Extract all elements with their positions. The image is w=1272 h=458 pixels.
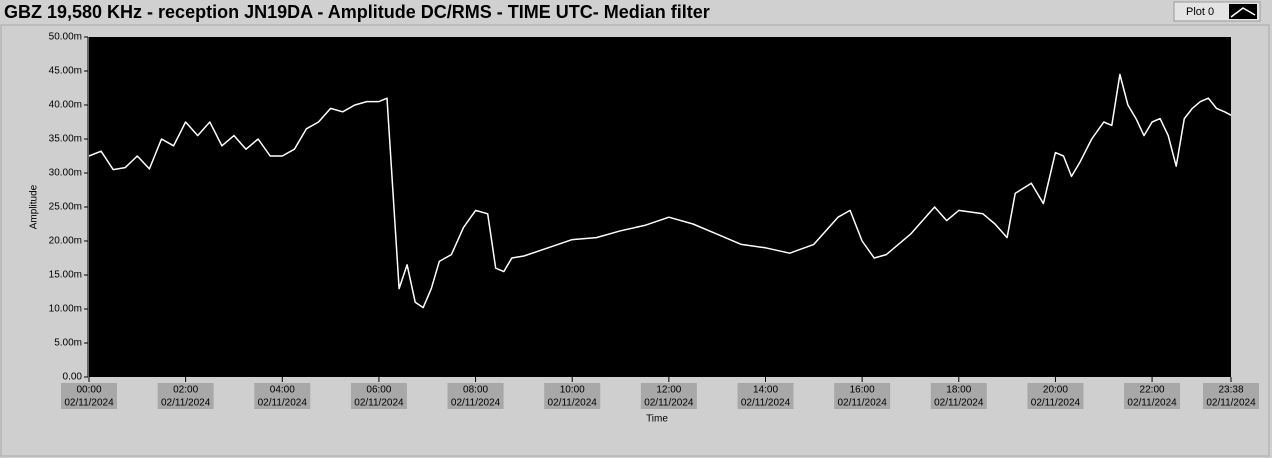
plot-area [89,37,1231,377]
x-tick-label: 08:00 [463,385,488,396]
legend-swatch-bg [1229,4,1257,19]
x-tick-label: 04:00 [270,385,295,396]
x-tick-box [157,383,214,409]
x-tick-box [544,383,601,409]
x-tick-box [834,383,891,409]
x-tick-date: 02/11/2024 [741,398,791,409]
x-tick-label: 14:00 [753,385,778,396]
x-axis-label: Time [646,414,668,425]
x-tick-label: 02:00 [173,385,198,396]
x-tick-box [930,383,987,409]
y-tick-label: 0.00 [63,372,83,383]
y-tick-label: 35.00m [49,134,82,145]
x-tick-label: 22:00 [1140,385,1165,396]
x-tick-box [737,383,794,409]
x-tick-box [1027,383,1084,409]
x-tick-date: 02/11/2024 [161,398,211,409]
x-tick-date: 02/11/2024 [258,398,308,409]
x-tick-label: 18:00 [946,385,971,396]
y-tick-label: 5.00m [54,338,82,349]
x-tick-box [1124,383,1181,409]
x-tick-label: 12:00 [656,385,681,396]
y-tick-label: 40.00m [49,100,82,111]
x-tick-label: 16:00 [850,385,875,396]
x-tick-date: 02/11/2024 [1127,398,1177,409]
x-tick-label: 23:38 [1218,385,1243,396]
x-tick-label: 20:00 [1043,385,1068,396]
x-tick-label: 00:00 [76,385,101,396]
legend-label: Plot 0 [1186,6,1214,18]
x-tick-box [254,383,311,409]
y-tick-label: 30.00m [49,168,82,179]
legend-swatch [1230,7,1256,18]
x-tick-box [350,383,407,409]
x-tick-date: 02/11/2024 [451,398,501,409]
x-tick-label: 06:00 [366,385,391,396]
y-tick-label: 10.00m [49,304,82,315]
x-tick-box [1203,383,1259,409]
x-tick-box [447,383,504,409]
y-tick-label: 20.00m [49,236,82,247]
x-tick-label: 10:00 [560,385,585,396]
x-tick-box [640,383,697,409]
y-tick-label: 50.00m [49,32,82,43]
x-tick-date: 02/11/2024 [837,398,887,409]
y-tick-label: 25.00m [49,202,82,213]
x-tick-date: 02/11/2024 [644,398,694,409]
x-tick-date: 02/11/2024 [354,398,404,409]
x-tick-date: 02/11/2024 [64,398,114,409]
x-tick-date: 02/11/2024 [934,398,984,409]
x-tick-date: 02/11/2024 [1206,398,1256,409]
x-tick-date: 02/11/2024 [1031,398,1081,409]
y-tick-label: 45.00m [49,66,82,77]
y-axis-label: Amplitude [29,184,40,229]
chart-title: GBZ 19,580 KHz - reception JN19DA - Ampl… [4,2,710,22]
x-tick-box [61,383,117,409]
x-tick-date: 02/11/2024 [548,398,598,409]
data-line [88,73,1232,309]
y-tick-label: 15.00m [49,270,82,281]
